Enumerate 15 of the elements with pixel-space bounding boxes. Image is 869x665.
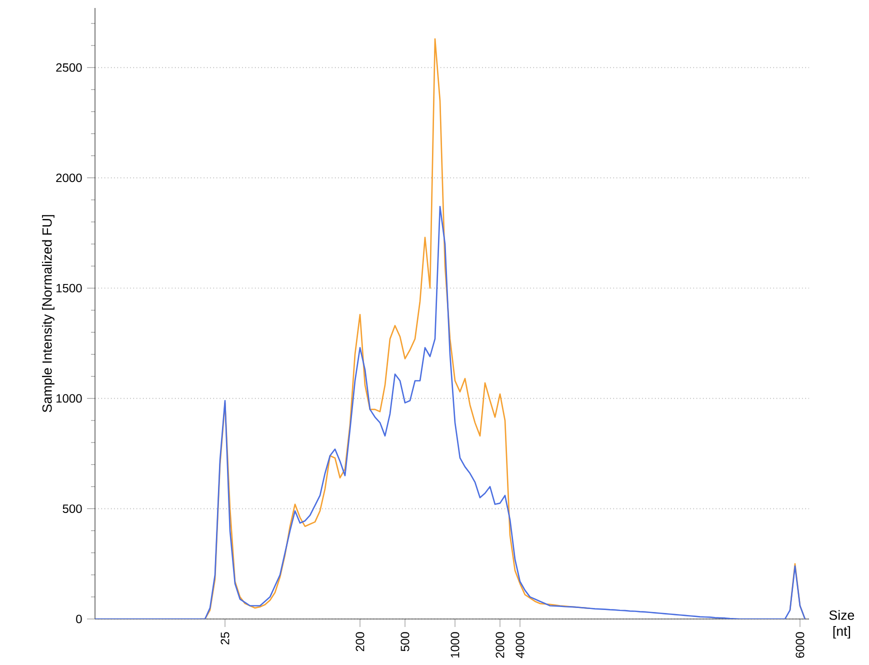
y-tick-label: 0	[76, 614, 82, 624]
x-tick-label: 1000	[450, 632, 460, 658]
y-tick-label: 1500	[56, 284, 82, 292]
x-axis-title: Size [nt]	[829, 610, 854, 639]
y-axis-title: Sample Intensity [Normalized FU]	[42, 215, 54, 412]
y-tick-label: 500	[62, 504, 82, 513]
x-tick-label: 500	[400, 632, 410, 652]
x-tick-label: 25	[220, 632, 230, 644]
x-tick-label: 6000	[796, 632, 804, 658]
y-tick-label: 2000	[56, 174, 82, 182]
y-tick-label: 2500	[56, 63, 82, 72]
x-tick-label: 4000	[516, 632, 524, 658]
x-tick-label: 200	[356, 632, 364, 652]
y-tick-label: 1000	[56, 394, 82, 403]
x-tick-label: 2000	[496, 632, 504, 658]
